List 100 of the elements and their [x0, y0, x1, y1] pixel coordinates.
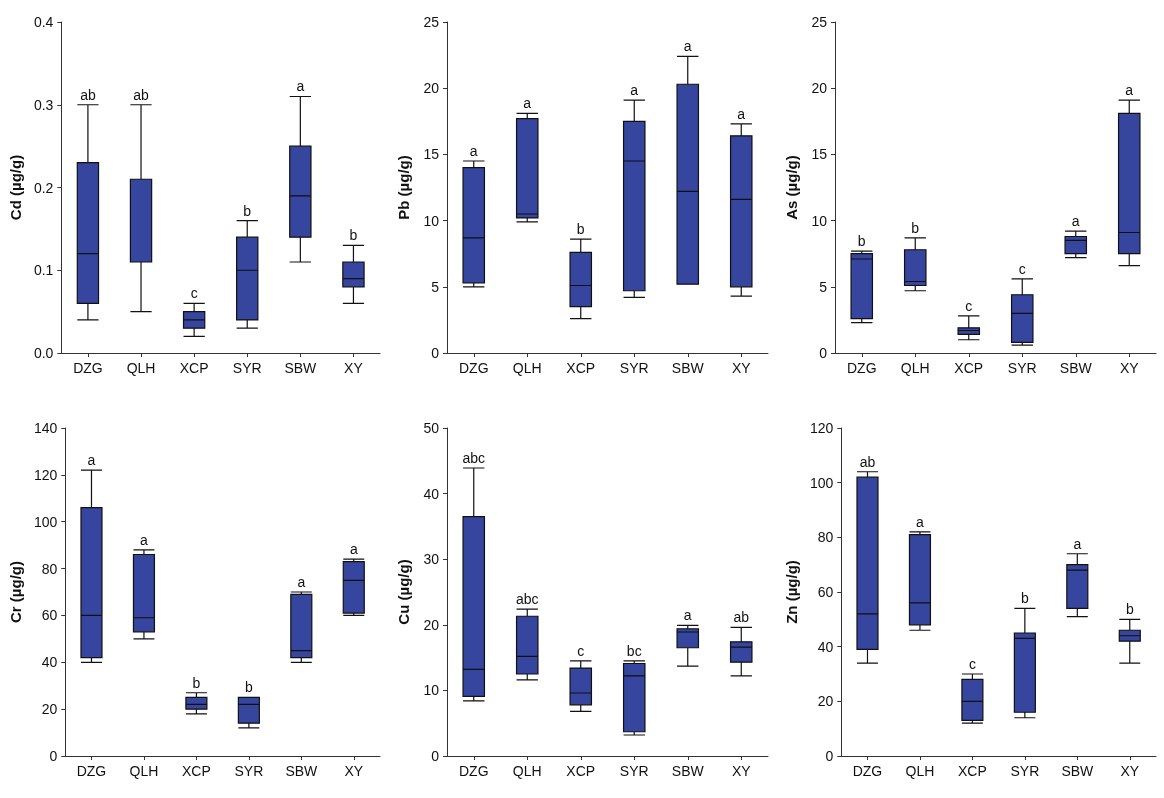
x-tick-label: QLH: [905, 763, 935, 779]
y-tick-label: 20: [41, 701, 58, 718]
x-tick-label: SYR: [232, 360, 262, 376]
y-tick-label: 10: [423, 682, 440, 699]
y-tick-label: 10: [423, 212, 440, 229]
x-tick-label: XY: [344, 763, 364, 779]
y-tick-label: 0.2: [33, 179, 54, 196]
y-axis-title: Zn (µg/g): [783, 560, 800, 624]
x-tick-label: DZG: [73, 360, 103, 376]
annotation: a: [683, 607, 692, 624]
y-tick-label: 0.3: [33, 96, 54, 113]
y-tick-label: 80: [817, 529, 834, 546]
annotation: a: [683, 38, 692, 55]
x-tick-label: XY: [1119, 360, 1140, 376]
x-tick-label: DZG: [76, 763, 107, 779]
y-tick-label: 60: [817, 584, 834, 600]
y-tick-label: 120: [809, 420, 834, 436]
annotation: a: [1125, 82, 1134, 99]
annotation: b: [911, 219, 920, 236]
annotation: ab: [859, 453, 876, 470]
y-tick-label: 40: [423, 485, 440, 502]
y-axis-title: Pb (µg/g): [395, 155, 412, 220]
x-tick-label: DZG: [852, 763, 883, 779]
annotation: a: [737, 105, 746, 122]
y-tick-label: 5: [431, 278, 440, 295]
annotation: a: [87, 452, 96, 469]
x-tick-label: XCP: [954, 360, 984, 376]
annotation: a: [469, 143, 478, 160]
annotation: c: [1018, 260, 1026, 277]
y-tick-label: 0: [825, 748, 834, 764]
y-tick-label: 0: [819, 345, 828, 361]
x-tick-label: DZG: [458, 360, 489, 376]
annotation: a: [349, 541, 358, 558]
annotation: b: [857, 233, 866, 250]
annotation: b: [243, 202, 252, 219]
annotation: a: [1071, 213, 1080, 230]
annotation: abc: [462, 450, 486, 467]
y-tick-label: 15: [811, 146, 828, 163]
x-tick-label: SYR: [234, 763, 264, 779]
x-tick-label: QLH: [129, 763, 159, 779]
annotation: c: [965, 297, 973, 314]
y-tick-label: 15: [423, 146, 440, 163]
y-tick-label: 25: [423, 14, 440, 30]
annotation: a: [296, 78, 305, 95]
x-tick-label: SYR: [1010, 763, 1040, 779]
y-axis-title: Cu (µg/g): [395, 559, 412, 625]
x-tick-label: XCP: [566, 763, 596, 779]
y-axis-title: As (µg/g): [783, 155, 800, 220]
y-tick-label: 0.4: [33, 14, 54, 30]
y-tick-label: 20: [423, 80, 440, 97]
annotation: ab: [733, 609, 750, 626]
y-tick-label: 60: [41, 607, 58, 624]
x-tick-label: XCP: [566, 360, 596, 376]
x-tick-label: SBW: [671, 763, 705, 779]
y-tick-label: 10: [811, 212, 828, 229]
x-tick-label: QLH: [900, 360, 930, 376]
y-tick-label: 50: [423, 420, 440, 436]
y-tick-label: 100: [33, 513, 58, 530]
y-axis-title: Cd (µg/g): [7, 154, 24, 221]
annotation: a: [297, 574, 306, 590]
annotation: b: [192, 674, 201, 691]
x-tick-label: XCP: [179, 360, 209, 376]
y-tick-label: 20: [811, 80, 828, 97]
x-tick-label: SBW: [671, 360, 705, 376]
annotation: b: [244, 679, 253, 696]
x-tick-label: XY: [1120, 763, 1140, 779]
y-tick-label: 30: [423, 551, 440, 568]
x-tick-label: XY: [731, 360, 752, 376]
annotation: b: [349, 227, 358, 244]
y-tick-label: 100: [809, 474, 834, 491]
annotation: c: [577, 642, 585, 659]
x-tick-label: SYR: [1007, 360, 1037, 376]
x-tick-label: QLH: [512, 763, 542, 779]
annotation: a: [140, 531, 149, 548]
x-tick-label: SBW: [1061, 763, 1095, 779]
y-tick-label: 25: [811, 14, 828, 30]
annotation: a: [523, 95, 532, 112]
x-tick-label: DZG: [846, 360, 877, 376]
annotation: a: [916, 513, 925, 530]
x-tick-label: SBW: [285, 763, 319, 779]
y-tick-label: 0.1: [33, 262, 54, 279]
y-tick-label: 5: [819, 278, 828, 295]
annotation: a: [1073, 535, 1082, 552]
annotation: b: [1125, 601, 1134, 618]
y-tick-label: 20: [817, 693, 834, 710]
annotation: abc: [515, 591, 539, 608]
x-tick-label: SYR: [619, 763, 649, 779]
x-tick-label: QLH: [512, 360, 542, 376]
x-tick-label: XY: [344, 360, 364, 376]
annotation: b: [576, 221, 585, 238]
y-tick-label: 20: [423, 616, 440, 633]
x-tick-label: QLH: [126, 360, 156, 376]
x-tick-label: SBW: [1059, 360, 1093, 376]
x-tick-label: XCP: [182, 763, 211, 779]
y-tick-label: 120: [33, 466, 58, 483]
y-tick-label: 80: [41, 560, 58, 577]
y-tick-label: 0: [431, 345, 440, 361]
annotation: c: [968, 656, 976, 672]
x-tick-label: XY: [731, 763, 752, 779]
y-tick-label: 140: [33, 420, 58, 436]
